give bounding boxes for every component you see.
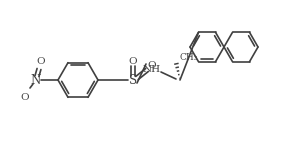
Text: CH₃: CH₃	[180, 52, 198, 62]
Text: O: O	[37, 57, 45, 67]
Text: O: O	[21, 93, 29, 102]
Text: S: S	[129, 74, 137, 86]
Text: O: O	[129, 57, 137, 66]
Text: N: N	[31, 74, 41, 86]
Text: O: O	[148, 62, 156, 71]
Text: NH: NH	[143, 64, 161, 74]
